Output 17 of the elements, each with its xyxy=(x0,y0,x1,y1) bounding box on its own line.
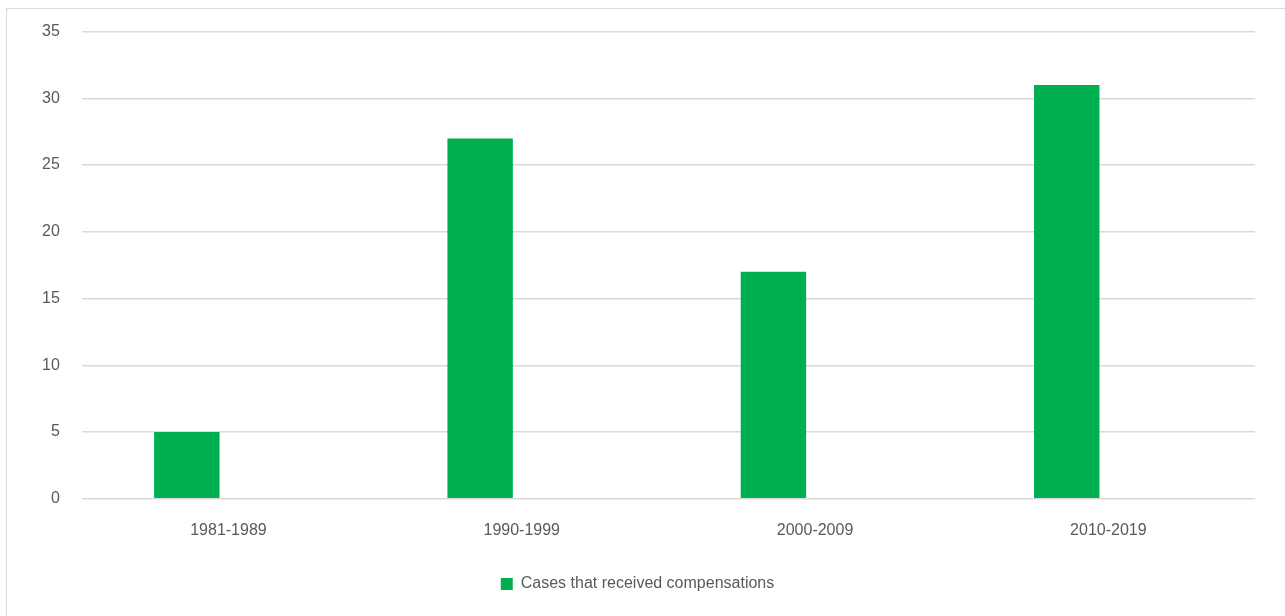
legend-label: Cases that received compensations xyxy=(520,574,775,592)
x-tick-label: 1990-1999 xyxy=(483,520,561,538)
bar xyxy=(740,271,807,499)
x-tick-label: 2000-2009 xyxy=(776,520,854,538)
y-tick-label: 5 xyxy=(50,422,60,440)
y-tick-label: 15 xyxy=(42,288,60,306)
y-tick-label: 10 xyxy=(42,355,60,373)
y-tick-label: 35 xyxy=(42,22,60,40)
y-tick-label: 0 xyxy=(50,489,60,507)
bar xyxy=(1034,84,1100,499)
bar xyxy=(154,432,220,499)
y-tick-label: 20 xyxy=(42,222,60,240)
x-tick-label: 1981-1989 xyxy=(190,520,267,538)
y-tick-label: 25 xyxy=(42,155,60,173)
x-tick-label: 2010-2019 xyxy=(1070,520,1147,538)
bar xyxy=(447,138,513,499)
y-tick-label: 30 xyxy=(42,88,60,106)
